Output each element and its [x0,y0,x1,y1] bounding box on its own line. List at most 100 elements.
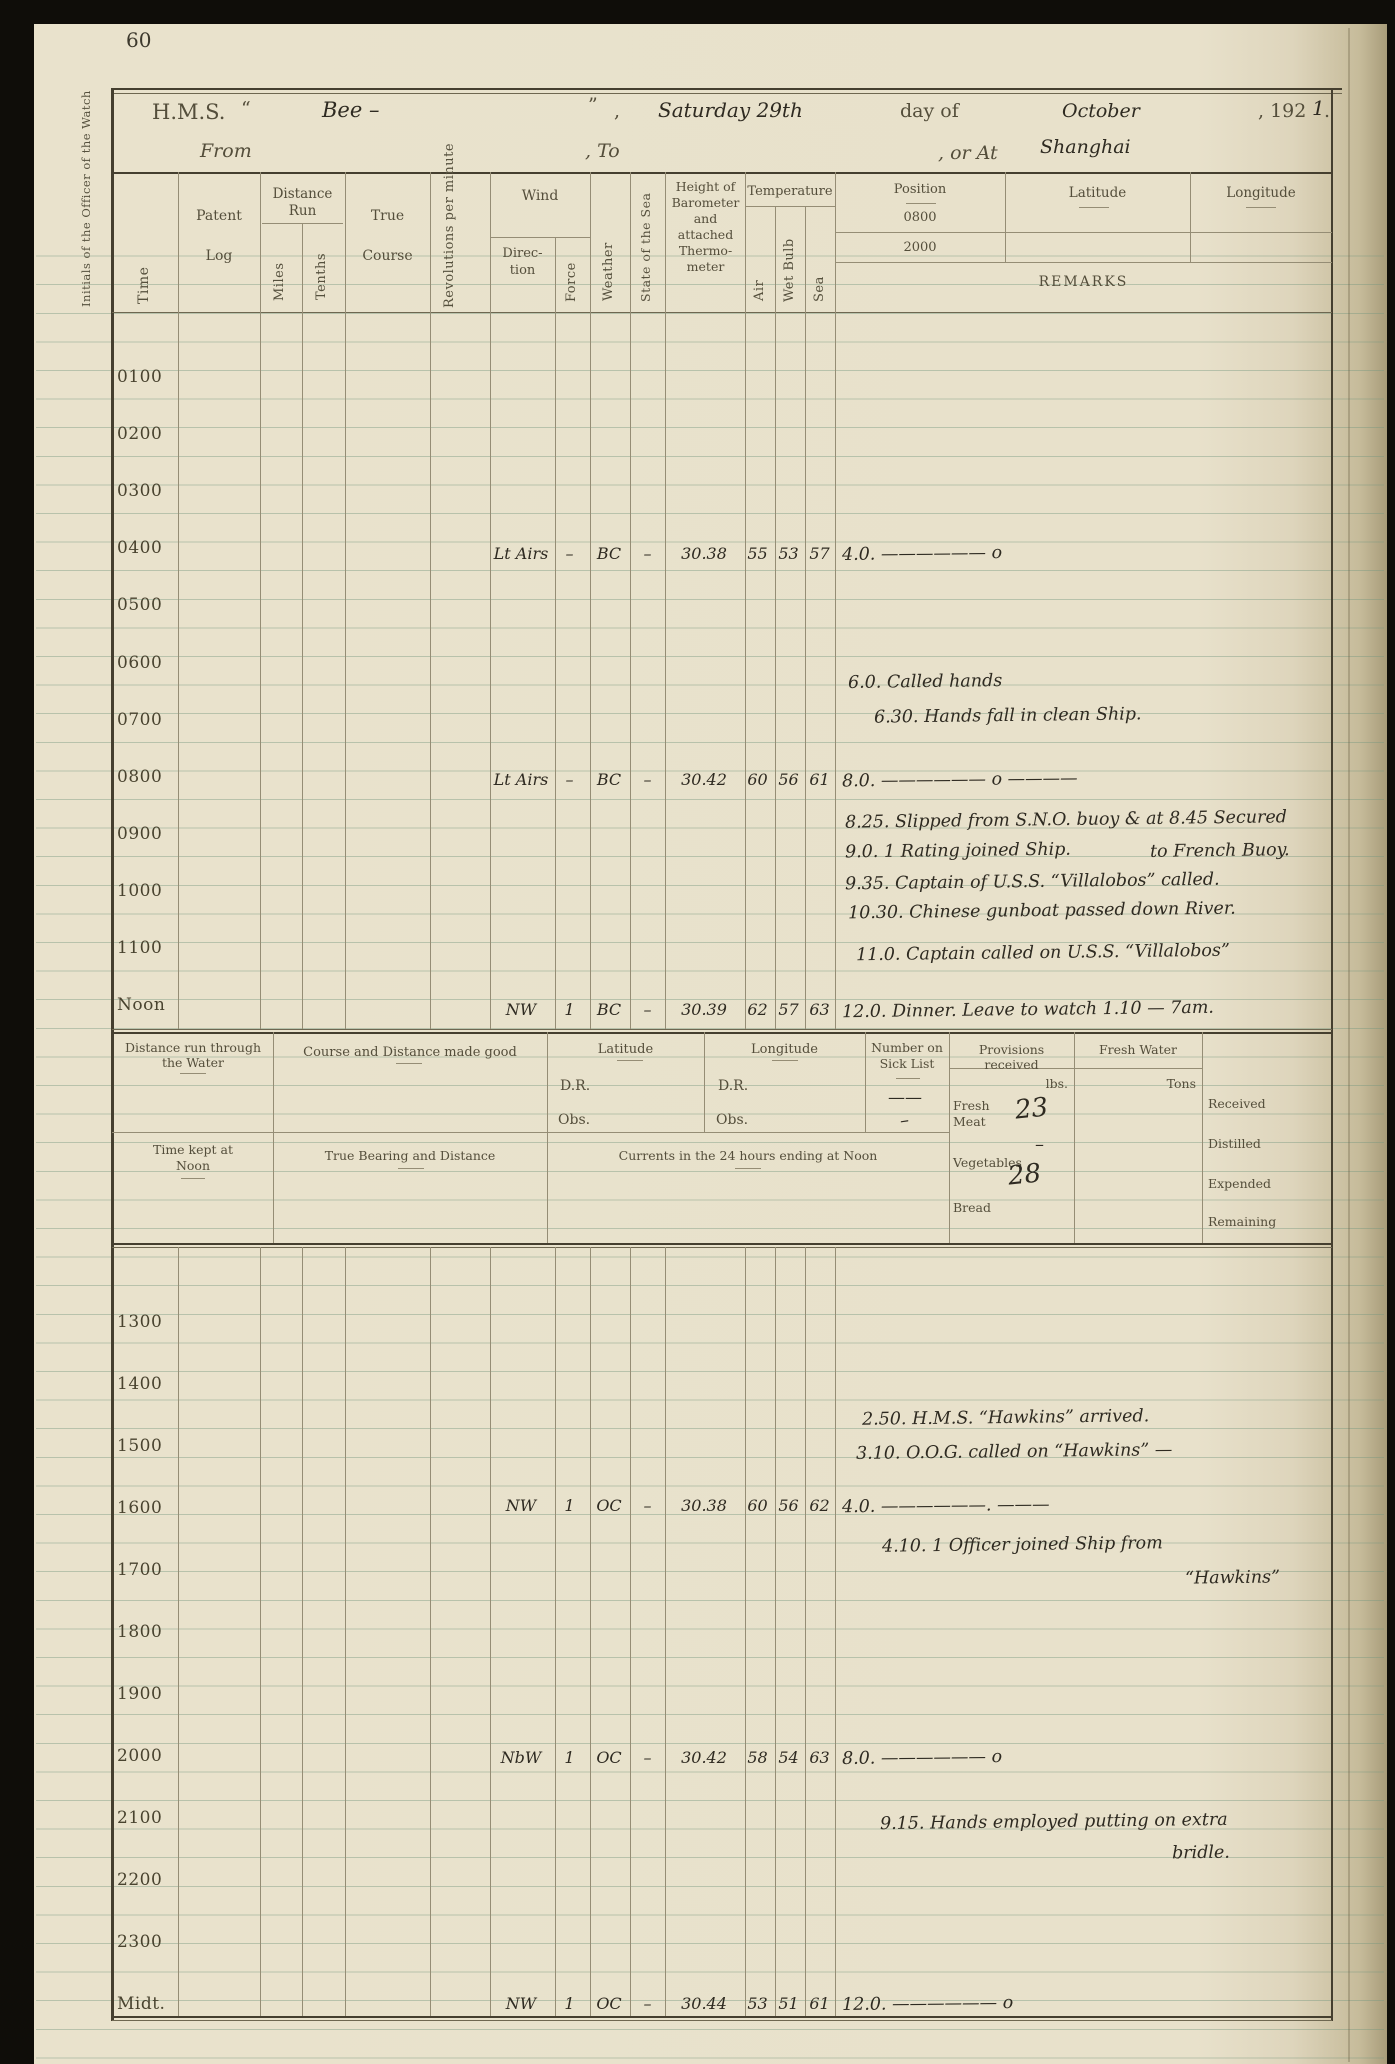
remark-line: 3.10. O.O.G. called on “Hawkins” — [855,1440,1173,1464]
obs-remark: 4.0. —————— o [841,543,1003,565]
noon-fresh-meat2: Meat [953,1114,986,1129]
remark-line: 9.15. Hands employed putting on extra [879,1809,1228,1835]
table-line [112,1029,1332,1030]
noon-time-kept2: Noon [175,1158,211,1173]
obs-air-temp: 60 [747,770,768,789]
table-line [112,2016,1332,2018]
remark-line: 6.30. Hands fall in clean Ship. [873,704,1142,728]
time-label: 2000 [117,1746,163,1766]
open-quote: “ [241,98,251,120]
column-line [590,172,591,312]
underline-dash [735,1168,761,1169]
obs-remark: 12.0. —————— o [841,1992,1014,2016]
remark-line: 9.0. 1 Rating joined Ship. [844,839,1072,863]
table-line [112,1247,1332,1248]
table-line [112,1243,1332,1245]
column-line [302,1247,303,2016]
column-line [775,207,776,312]
obs-sea-state: – [643,544,652,563]
time-label: 0500 [117,595,163,615]
column-line [112,1132,949,1133]
or-at-label: , or At [938,142,998,164]
col-tenths: Tenths [314,253,329,301]
comma: , [614,100,621,122]
column-line [805,312,806,1029]
obs-remark: 4.0. ——————. ——— [841,1494,1050,1518]
ship-name: Bee – [322,98,380,122]
column-line [835,1247,836,2016]
column-line [302,224,303,312]
time-label: 0300 [117,481,163,501]
obs-wet-bulb: 51 [778,1994,799,2013]
table-line [1331,88,1333,2021]
col-barometer-line: and [693,211,718,226]
col-latitude: Latitude [1068,185,1127,201]
column-line [630,1247,631,2016]
time-label: 2200 [117,1870,163,1890]
noon-received: Received [1208,1096,1266,1111]
time-label: 1600 [117,1498,163,1518]
obs-force: 1 [564,1994,575,2013]
column-line [745,1247,746,2016]
underline-dash [617,1060,643,1061]
obs-weather: BC [596,544,622,563]
col-distance: Distance [272,186,333,202]
obs-sea-temp: 61 [809,1994,830,2013]
obs-force: 1 [564,1000,575,1019]
col-barometer-line: meter [686,259,725,274]
obs-wet-bulb: 57 [778,1000,799,1019]
obs-wet-bulb: 56 [778,1496,799,1515]
obs-barometer: 30.39 [681,1000,727,1019]
obs-wet-bulb: 53 [778,544,799,563]
col-barometer-line: Height of [675,179,736,194]
column-line [1005,172,1006,262]
underline-dash [772,1060,798,1061]
position-2000: 2000 [903,240,937,255]
column-line [302,312,303,1029]
obs-weather: OC [596,1994,622,2013]
sick-list-entry: —— [888,1088,922,1108]
col-run: Run [288,203,317,219]
time-label: 0600 [117,653,163,673]
noon-lbs: lbs. [1045,1076,1068,1091]
time-label: 1500 [117,1436,163,1456]
column-line [745,172,746,312]
year-handwritten: 1 [1312,96,1325,120]
noon-provisions: Provisions received [978,1042,1045,1072]
column-line [805,207,806,312]
table-line [112,88,1342,90]
remark-line: “Hawkins” [1184,1567,1281,1589]
column-line [555,312,556,1029]
time-label: 1000 [117,881,163,901]
noon-bread: Bread [953,1200,992,1215]
obs-direction: NW [505,1496,537,1515]
column-line [1190,172,1191,262]
col-patent: Patent [196,208,242,224]
column-line [775,312,776,1029]
noon-distilled: Distilled [1208,1136,1261,1151]
column-line [745,206,835,207]
noon-distance-run: Distance run through [124,1040,262,1055]
col-remarks: REMARKS [1038,274,1129,290]
col-course: Course [362,248,413,264]
column-line [805,1247,806,2016]
column-line [490,237,590,238]
obs-barometer: 30.38 [681,544,727,563]
day-of-label: day of [900,100,959,122]
fresh-meat-dash: – [1035,1134,1044,1155]
column-line [949,1068,1202,1069]
obs-remark: 8.0. —————— o [841,1747,1003,1769]
obs-sea-temp: 61 [809,770,830,789]
col-wet-bulb: Wet Bulb [782,238,797,302]
obs-air-temp: 58 [747,1748,768,1767]
col-barometer-line: Thermo- [678,243,733,258]
noon-expended: Expended [1208,1176,1272,1191]
noon-tons: Tons [1166,1076,1196,1091]
column-line [835,262,1332,263]
obs-barometer: 30.38 [681,1496,727,1515]
col-position: Position [893,182,947,197]
column-line [555,1247,556,2016]
obs-weather: BC [596,1000,622,1019]
time-label: 0200 [117,424,163,444]
